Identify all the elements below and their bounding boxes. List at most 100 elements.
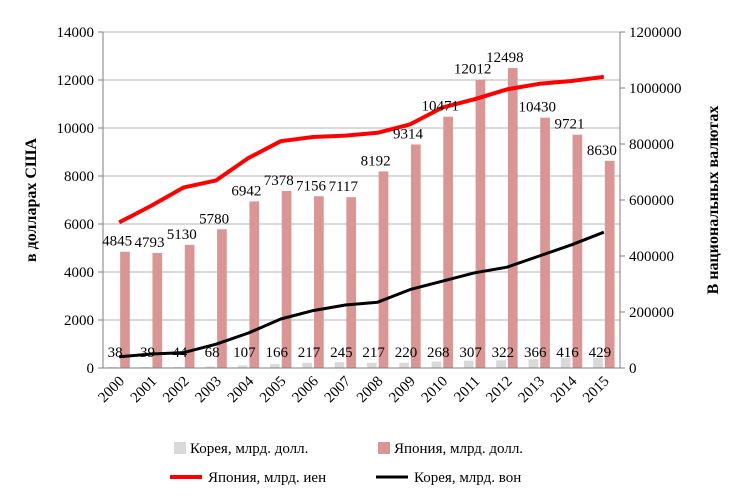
bar-japan-usd (604, 160, 615, 368)
line-japan-yen (118, 74, 605, 225)
axes (98, 31, 625, 369)
data-label-korea-usd: 39 (140, 345, 155, 361)
data-label-korea-usd: 322 (492, 345, 515, 361)
bar-japan-usd (184, 244, 195, 368)
bar-japan-usd (346, 197, 357, 368)
bar-japan-usd (378, 171, 389, 368)
line-korea-won (119, 230, 605, 359)
data-label-japan-usd: 12012 (454, 62, 492, 78)
x-tick-label: 2003 (192, 374, 225, 407)
x-tick-label: 2005 (257, 374, 290, 407)
bar-japan-usd (540, 117, 550, 369)
bar-japan-usd (217, 229, 227, 368)
legend-item-japan-line: Япония, млрд. иен (170, 470, 326, 486)
x-tick-label: 2014 (548, 373, 581, 406)
bar-japan-usd (281, 190, 292, 368)
data-label-japan-usd: 6942 (231, 183, 261, 199)
x-tick-label: 2001 (128, 374, 161, 407)
bar-korea-usd (399, 362, 409, 368)
legend-item-korea-line: Корея, млрд. вон (376, 470, 521, 486)
bar-korea-usd (302, 362, 313, 368)
y-right-tick-label: 0 (629, 361, 637, 377)
bar-japan-usd (120, 251, 130, 368)
data-label-japan-usd: 4793 (134, 235, 164, 251)
data-label-korea-usd: 44 (172, 345, 188, 361)
bar-korea-usd (496, 360, 506, 368)
bar-korea-usd (366, 362, 377, 368)
x-tick-label: 2013 (516, 374, 549, 407)
legend-swatch-korea-bar (174, 442, 186, 454)
x-tick-label: 2015 (580, 374, 613, 407)
x-tick-label: 2006 (289, 373, 322, 406)
data-label-japan-usd: 10430 (518, 100, 556, 116)
bar-japan-usd (410, 144, 421, 368)
data-label-japan-usd: 8630 (587, 143, 617, 159)
data-label-japan-usd: 7156 (296, 178, 327, 194)
bar-korea-usd (593, 357, 603, 368)
y-left-tick-label: 2000 (64, 313, 94, 329)
y-right-tick-label: 800000 (629, 137, 674, 153)
bar-korea-usd (173, 366, 183, 368)
data-label-japan-usd: 4845 (102, 234, 132, 250)
data-label-japan-usd: 7117 (329, 179, 359, 195)
y-left-tick-label: 6000 (64, 217, 94, 233)
data-label-korea-usd: 217 (298, 345, 321, 361)
data-label-korea-usd: 68 (205, 345, 220, 361)
legend: Корея, млрд. долл. Япония, млрд. долл. Я… (170, 441, 523, 486)
legend-item-korea-bar: Корея, млрд. долл. (174, 441, 308, 457)
x-tick-label: 2011 (451, 374, 483, 406)
data-label-korea-usd: 217 (362, 345, 385, 361)
y-axis-right-title: В национальных валютах (705, 106, 722, 295)
bar-korea-usd (270, 364, 280, 368)
data-label-korea-usd: 366 (524, 345, 547, 361)
legend-label-korea-bar: Корея, млрд. долл. (190, 441, 308, 457)
legend-label-japan-line: Япония, млрд. иен (208, 470, 326, 486)
bar-korea-usd (560, 358, 571, 368)
data-label-japan-usd: 5130 (167, 227, 197, 243)
y-left-tick-label: 8000 (64, 169, 94, 185)
x-tick-label: 2009 (386, 374, 419, 407)
data-label-korea-usd: 429 (589, 345, 612, 361)
y-right-tick-label: 1000000 (629, 81, 682, 97)
bar-korea-usd (334, 362, 345, 368)
lines (118, 74, 605, 359)
y-right-tick-label: 200000 (629, 305, 674, 321)
y-axis-left-title: в долларах США (23, 138, 40, 263)
bar-japan-usd (507, 68, 518, 368)
data-label-korea-usd: 107 (233, 345, 256, 361)
x-tick-label: 2000 (95, 374, 128, 407)
x-tick-label: 2010 (419, 374, 452, 407)
bar-korea-usd (528, 359, 539, 368)
data-label-korea-usd: 416 (556, 345, 579, 361)
x-tick-label: 2008 (354, 374, 387, 407)
legend-label-japan-bar: Япония, млрд. долл. (394, 441, 523, 457)
data-label-japan-usd: 9314 (393, 126, 424, 142)
bar-korea-usd (463, 360, 474, 368)
bar-japan-usd (572, 134, 583, 368)
x-tick-label: 2002 (160, 374, 193, 407)
data-label-japan-usd: 5780 (199, 211, 229, 227)
bar-japan-usd (443, 116, 453, 368)
y-right-tick-label: 1200000 (629, 25, 682, 41)
y-left-tick-label: 10000 (57, 121, 95, 137)
legend-label-korea-line: Корея, млрд. вон (414, 470, 521, 486)
x-tick-label: 2007 (322, 373, 355, 406)
bar-korea-usd (237, 365, 248, 368)
bar-japan-usd (475, 79, 486, 368)
data-label-korea-usd: 307 (459, 345, 482, 361)
bars (108, 68, 615, 369)
bar-japan-usd (152, 252, 163, 368)
data-label-japan-usd: 9721 (555, 117, 585, 133)
y-left-tick-label: 12000 (57, 73, 95, 89)
data-label-korea-usd: 166 (265, 345, 288, 361)
data-labels: 38 4845 39 4793 44 5130 68 5780 107 6942 166 7378 21… (102, 50, 617, 361)
bar-japan-usd (249, 201, 260, 368)
data-label-korea-usd: 268 (427, 345, 450, 361)
bar-japan-usd (314, 196, 324, 368)
data-label-korea-usd: 220 (395, 345, 418, 361)
x-tick-label: 2012 (483, 374, 516, 407)
data-label-japan-usd: 7378 (264, 173, 294, 189)
y-left-tick-label: 14000 (57, 25, 95, 41)
data-label-japan-usd: 10471 (422, 99, 460, 115)
y-right-tick-label: 400000 (629, 249, 674, 265)
